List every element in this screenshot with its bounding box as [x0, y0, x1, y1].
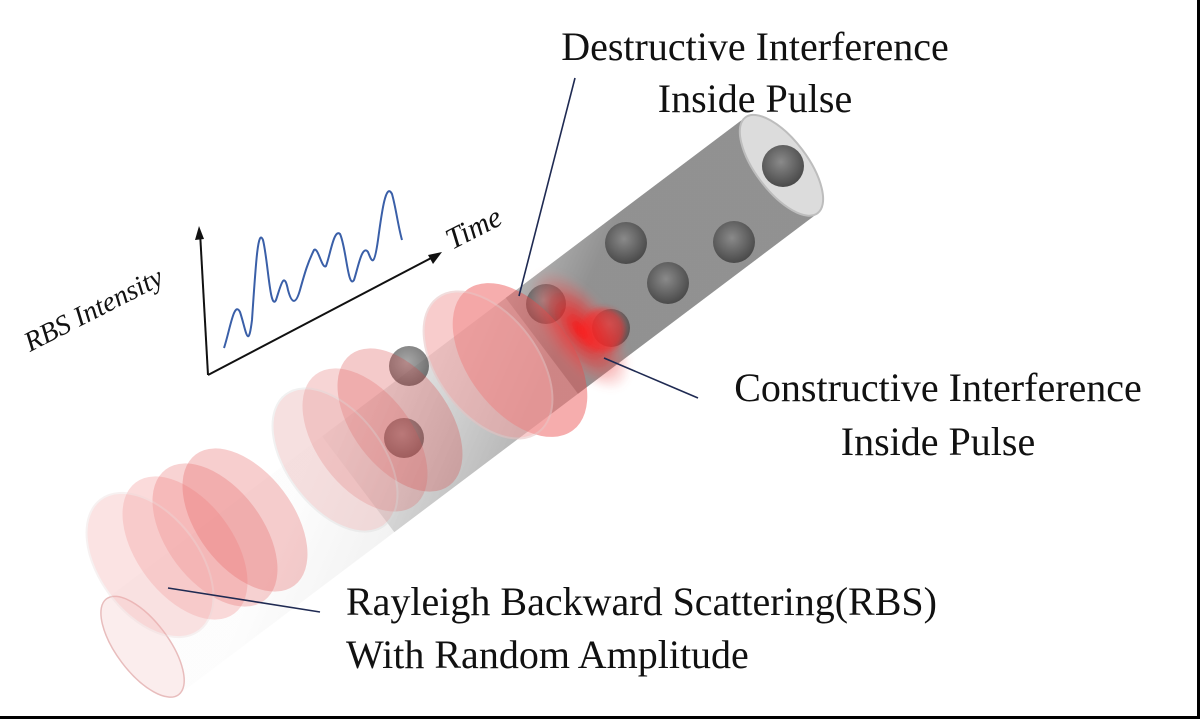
constructive-label-line2: Inside Pulse: [841, 419, 1035, 464]
constructive-leader-line: [603, 357, 699, 399]
destructive-label-line2: Inside Pulse: [658, 76, 852, 121]
frame-bottom-edge: [0, 716, 1200, 719]
optical-pulse-rear: [85, 448, 308, 639]
frame-right-edge: [1197, 0, 1200, 719]
destructive-label-line1: Destructive Interference: [561, 24, 949, 69]
leader-lines: [167, 77, 699, 613]
rbs-label-line1: Rayleigh Backward Scattering(RBS): [346, 579, 937, 624]
inset-y-axis-label: RBS Intensity: [18, 262, 169, 359]
inset-x-axis-arrowhead: [428, 252, 442, 264]
constructive-label-line1: Constructive Interference: [734, 365, 1142, 410]
optical-pulse-middle: [271, 348, 463, 533]
destructive-leader-line: [518, 77, 576, 297]
rbs-leader-line: [167, 587, 321, 613]
rbs-trace: [223, 190, 403, 349]
inset-y-axis-arrowhead: [195, 226, 204, 240]
inset-y-axis: [199, 231, 209, 376]
rbs-label-line2: With Random Amplitude: [346, 632, 749, 677]
optical-pulse-front: [422, 268, 632, 440]
inset-x-axis: [207, 255, 436, 376]
inset-x-axis-label: Time: [440, 200, 507, 256]
annotation-labels: Destructive Interference Inside Pulse Co…: [346, 24, 1142, 677]
